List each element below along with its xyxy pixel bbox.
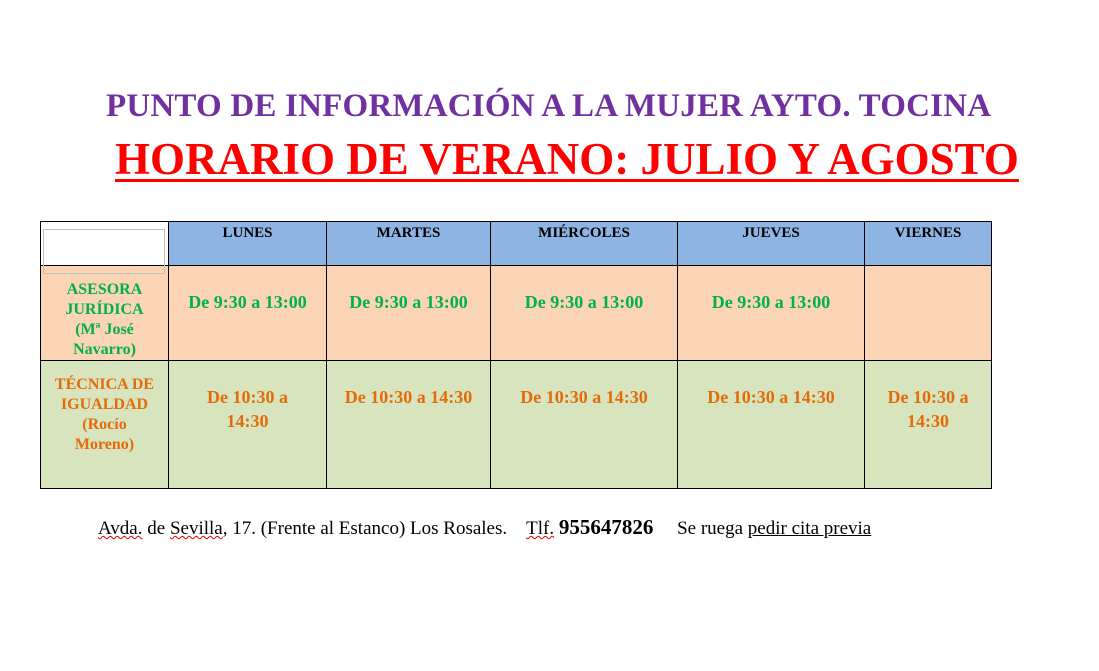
row-label: ASESORA JURÍDICA (Mª José Navarro) (40, 265, 169, 361)
schedule-cell: De 10:30 a 14:30 (168, 360, 327, 489)
appointment-note-emphasis: pedir cita previa (747, 518, 872, 539)
schedule-table: LUNES MARTES MIÉRCOLES JUEVES VIERNES AS… (40, 221, 992, 489)
schedule-cell: De 9:30 a 13:00 (168, 265, 327, 361)
day-header: VIERNES (864, 221, 992, 266)
day-header: MIÉRCOLES (490, 221, 678, 266)
day-header: JUEVES (677, 221, 865, 266)
row-label-text: TÉCNICA DE IGUALDAD (Rocío Moreno) (54, 376, 155, 453)
address-text: de (142, 518, 170, 539)
page-title: PUNTO DE INFORMACIÓN A LA MUJER AYTO. TO… (106, 88, 992, 124)
phone-label: Tlf. (526, 518, 555, 539)
day-header: MARTES (326, 221, 491, 266)
table-row: TÉCNICA DE IGUALDAD (Rocío Moreno) De 10… (40, 360, 992, 489)
schedule-text: De 10:30 a 14:30 (207, 387, 288, 431)
day-header: LUNES (168, 221, 327, 266)
schedule-cell: De 10:30 a 14:30 (326, 360, 491, 489)
schedule-cell: De 9:30 a 13:00 (677, 265, 865, 361)
schedule-cell: De 9:30 a 13:00 (490, 265, 678, 361)
address-text: Sevilla (169, 518, 223, 539)
row-label: TÉCNICA DE IGUALDAD (Rocío Moreno) (40, 360, 169, 489)
footer-contact: Avda. de Sevilla, 17. (Frente al Estanco… (98, 515, 871, 540)
corner-cell (40, 221, 169, 274)
appointment-note: Se ruega (677, 518, 748, 539)
schedule-cell: De 10:30 a 14:30 (677, 360, 865, 489)
address-text: , 17. (Frente al Estanco) Los Rosales. (222, 518, 508, 539)
schedule-cell: De 9:30 a 13:00 (326, 265, 491, 361)
row-label-text: ASESORA JURÍDICA (Mª José Navarro) (65, 281, 144, 358)
page-subtitle: HORARIO DE VERANO: JULIO Y AGOSTO (115, 134, 1019, 184)
schedule-cell: De 10:30 a 14:30 (864, 360, 992, 489)
table-row: ASESORA JURÍDICA (Mª José Navarro) De 9:… (40, 265, 992, 361)
schedule-text: De 10:30 a 14:30 (887, 387, 969, 431)
header-row: LUNES MARTES MIÉRCOLES JUEVES VIERNES (40, 221, 992, 274)
schedule-cell (864, 265, 992, 361)
schedule-cell: De 10:30 a 14:30 (490, 360, 678, 489)
address-text: Avda. (98, 518, 143, 539)
phone-number: 955647826 (558, 515, 654, 539)
empty-text-box (43, 229, 165, 274)
